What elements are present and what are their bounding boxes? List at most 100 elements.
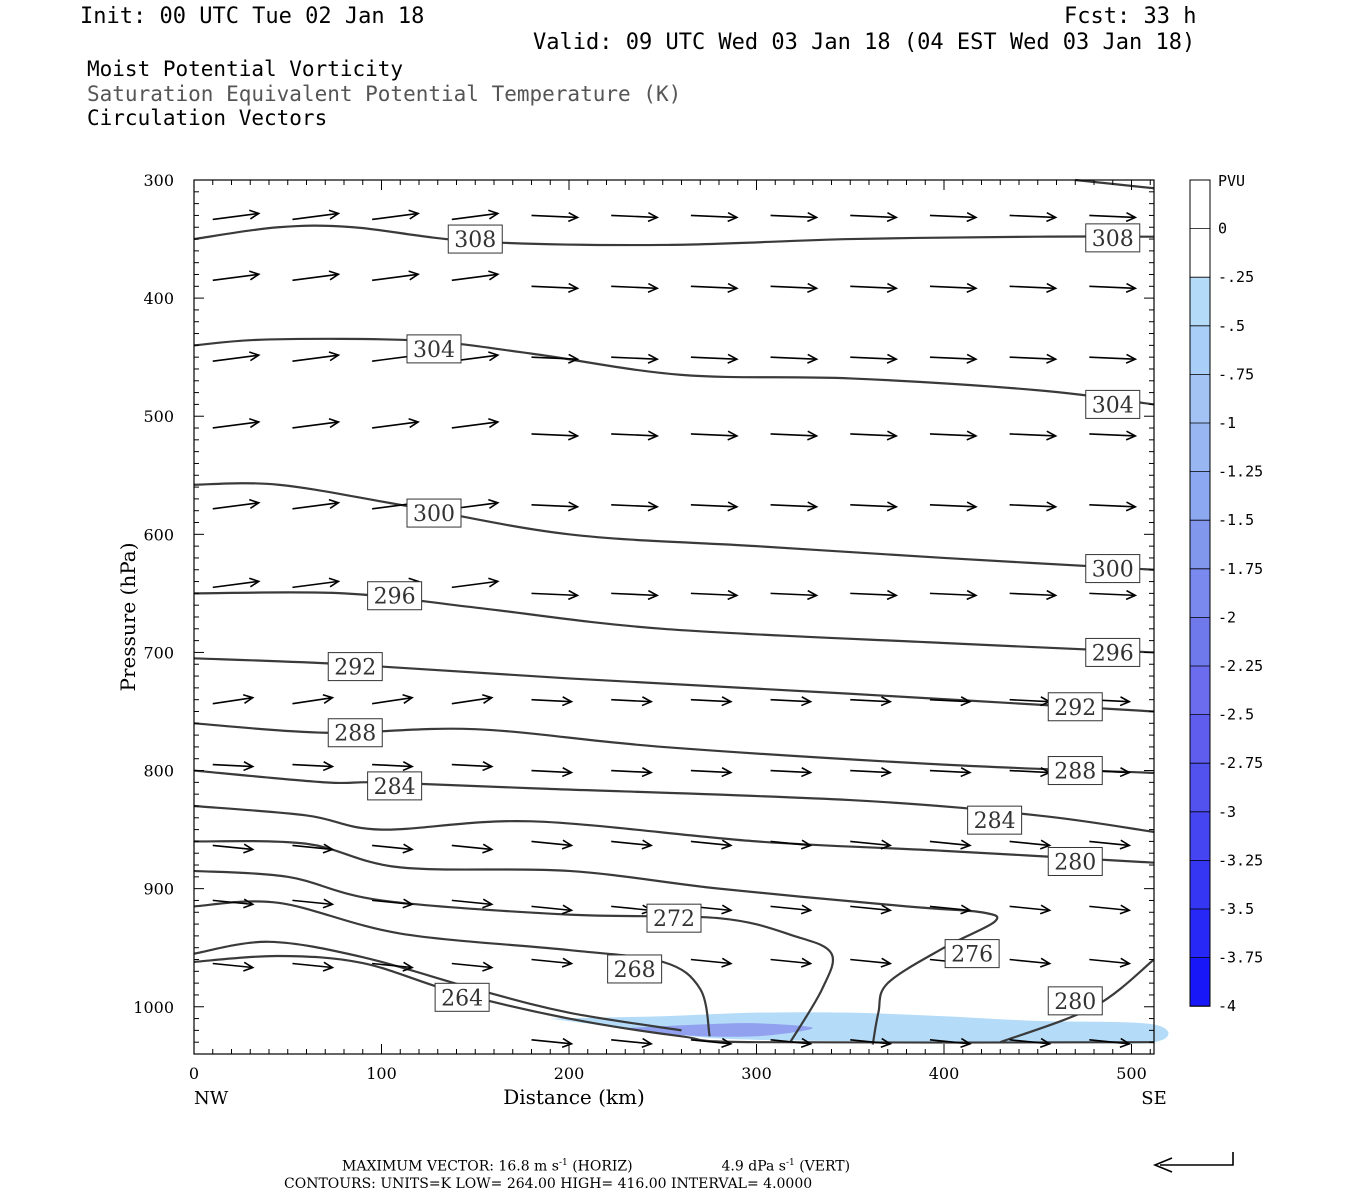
- vector-shaft: [1009, 905, 1050, 912]
- vector-shaft: [690, 356, 737, 360]
- contour-label-box: [1085, 223, 1141, 253]
- vector-head: [727, 353, 739, 364]
- vector-shaft: [770, 840, 811, 847]
- colorbar-label: -.75: [1218, 365, 1254, 383]
- contour-label-box: [1085, 637, 1141, 667]
- vector-shaft: [372, 844, 413, 851]
- contour-label-box: [1047, 692, 1103, 722]
- vector-head: [721, 767, 733, 778]
- vector-shaft: [611, 503, 658, 508]
- vector-shaft: [212, 273, 259, 282]
- vector-head: [807, 282, 819, 293]
- vector-head: [966, 211, 978, 223]
- vector-shaft: [770, 769, 811, 774]
- vector-head: [880, 767, 893, 778]
- vector-shaft: [212, 212, 259, 221]
- vector-shaft: [770, 698, 811, 703]
- vector-shaft: [531, 285, 578, 290]
- colorbar-label: -1.5: [1218, 511, 1254, 529]
- vector-shaft: [451, 421, 498, 429]
- vector-head: [1125, 211, 1138, 223]
- contour-label-box: [1047, 846, 1103, 876]
- vector-head: [880, 839, 893, 850]
- contour-label-box: [447, 224, 503, 254]
- vector-shaft: [850, 214, 897, 219]
- vector-shaft: [770, 214, 817, 219]
- vector-shaft: [292, 421, 339, 429]
- contour-line-284: [193, 769, 1155, 834]
- vector-shaft: [531, 1039, 572, 1045]
- vector-shaft: [1089, 1039, 1130, 1045]
- vector-head: [647, 282, 660, 293]
- unit-exponent-vert: -1: [785, 1158, 795, 1168]
- y-tick-label: 800: [143, 762, 174, 781]
- vector-shaft: [451, 273, 498, 282]
- vector-head: [880, 1037, 893, 1049]
- vector-shaft: [292, 696, 333, 705]
- y-tick-label: 600: [143, 525, 174, 544]
- vector-head: [567, 430, 580, 441]
- vector-shaft: [690, 503, 737, 508]
- contour-label-box: [327, 652, 383, 682]
- vector-head: [561, 839, 574, 850]
- vector-shaft: [531, 840, 572, 847]
- unit-exponent: -1: [558, 1158, 568, 1168]
- contour-label-box: [406, 334, 462, 364]
- init-time: Init: 00 UTC Tue 02 Jan 18: [80, 4, 425, 29]
- vector-shaft: [451, 844, 492, 851]
- contour-line-300: [193, 482, 1155, 571]
- vector-head: [1046, 282, 1058, 293]
- contour-label: 288: [334, 722, 376, 747]
- vector-shaft: [929, 433, 976, 437]
- vector-head: [488, 351, 500, 362]
- vector-shaft: [451, 763, 492, 768]
- contour-line-extra-14: [1075, 178, 1155, 190]
- vector-shaft: [690, 592, 737, 597]
- x-tick-label: 300: [741, 1064, 772, 1083]
- contour-line-extra-12: [193, 954, 1155, 1044]
- vector-shaft: [611, 356, 658, 360]
- vector-shaft: [212, 580, 259, 589]
- colorbar-cell: [1190, 909, 1210, 958]
- vector-head: [328, 270, 341, 281]
- vector-shaft: [850, 1039, 891, 1045]
- vector-head: [1119, 957, 1132, 968]
- vector-head: [960, 767, 972, 778]
- vector-shaft: [1009, 356, 1056, 360]
- vector-shaft: [212, 696, 253, 705]
- vector-shaft: [1009, 1039, 1050, 1045]
- vector-head: [1046, 430, 1058, 441]
- vector-shaft: [531, 433, 578, 437]
- contour-label-box: [967, 805, 1023, 835]
- vector-shaft: [531, 356, 578, 360]
- vector-shaft: [1089, 905, 1130, 912]
- vector-shaft: [1089, 503, 1136, 508]
- vector-shaft: [611, 592, 658, 597]
- vector-head: [727, 211, 739, 223]
- vector-head: [561, 957, 574, 968]
- contour-line-288: [193, 722, 1155, 775]
- vector-shaft: [212, 354, 259, 362]
- vector-head: [408, 209, 420, 220]
- vector-shaft: [770, 592, 817, 597]
- contour-label-box: [367, 771, 423, 801]
- contour-label: 280: [1054, 850, 1096, 875]
- vector-head: [886, 282, 899, 293]
- vector-shaft: [372, 962, 413, 969]
- vector-shaft: [611, 840, 652, 847]
- vector-shaft: [212, 421, 259, 429]
- vector-head: [488, 209, 500, 220]
- vector-head: [807, 353, 819, 364]
- y-tick-label: 1000: [133, 998, 174, 1017]
- vector-shaft: [770, 958, 811, 965]
- vector-head: [807, 501, 819, 512]
- vector-head: [249, 209, 261, 220]
- vector-head: [402, 961, 414, 972]
- vector-head: [1125, 353, 1138, 364]
- colorbar-cell: [1190, 423, 1210, 472]
- colorbar-cell: [1190, 471, 1210, 521]
- vector-head: [800, 1037, 813, 1049]
- vector-shaft: [611, 905, 652, 912]
- vector-head: [1046, 589, 1058, 601]
- vector-head: [1039, 904, 1052, 915]
